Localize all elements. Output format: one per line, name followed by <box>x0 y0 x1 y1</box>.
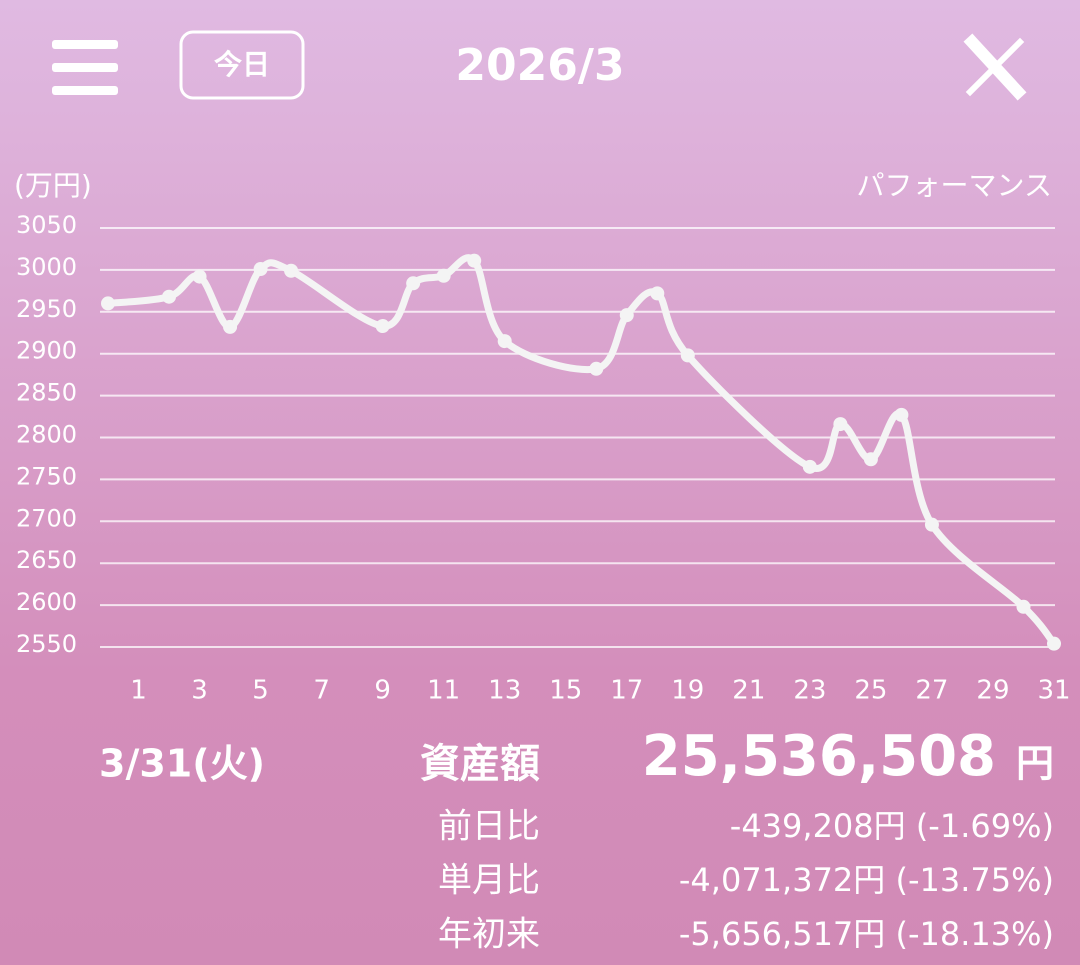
row-label: 単月比 <box>438 861 540 901</box>
point <box>467 253 482 268</box>
point <box>375 319 390 334</box>
x-tick-label: 1 <box>130 676 147 706</box>
point <box>284 263 299 278</box>
x-tick-label: 15 <box>549 676 582 706</box>
x-tick-label: 21 <box>732 676 765 706</box>
row-value: -5,656,517円 (-18.13%) <box>679 915 1054 953</box>
y-tick-label: 2950 <box>16 295 77 323</box>
x-tick-label: 17 <box>610 676 643 706</box>
month-title: 2026/3 <box>455 40 624 91</box>
asset-amount: 25,536,508 <box>642 724 996 789</box>
point <box>406 276 421 291</box>
today-button-label[interactable]: 今日 <box>214 48 270 81</box>
y-tick-label: 3000 <box>16 253 77 281</box>
point <box>863 452 878 467</box>
point <box>894 407 909 422</box>
point <box>833 417 848 432</box>
point <box>1016 599 1031 614</box>
x-tick-label: 25 <box>854 676 887 706</box>
today-button[interactable] <box>179 30 305 100</box>
point <box>223 319 238 334</box>
asset-unit: 円 <box>1016 742 1054 786</box>
row-value: -439,208円 (-1.69%) <box>730 807 1054 845</box>
y-unit: (万円) <box>14 169 92 202</box>
x-tick-label: 9 <box>374 676 391 706</box>
point <box>802 459 817 474</box>
plot: 2550 2600 2650 2700 2750 2800 2850 2900 2950 3000… <box>16 211 1071 706</box>
row-value: -4,071,372円 (-13.75%) <box>679 861 1054 899</box>
x-tick-label: 7 <box>313 676 330 706</box>
date: 3/31(火) <box>99 742 265 786</box>
y-tick-label: 2650 <box>16 546 77 574</box>
x-tick-label: 31 <box>1037 676 1070 706</box>
summary-rows: 前日比 -439,208円 (-1.69%) 単月比 -4,071,372円 (-13… <box>438 807 1054 955</box>
point <box>253 262 268 277</box>
x-tick-label: 29 <box>976 676 1009 706</box>
point <box>436 268 451 283</box>
point <box>650 286 665 301</box>
point <box>589 361 604 376</box>
mode-label[interactable]: パフォーマンス <box>857 169 1052 202</box>
point <box>162 289 177 304</box>
y-tick-label: 3050 <box>16 211 77 239</box>
y-tick-label: 2800 <box>16 421 77 449</box>
x-tick-label: 13 <box>488 676 521 706</box>
x-logo[interactable] <box>963 33 1027 101</box>
row-label: 前日比 <box>438 807 540 847</box>
x-tick-label: 11 <box>427 676 460 706</box>
row-label: 年初来 <box>438 915 540 955</box>
point <box>101 296 115 311</box>
x-tick-label: 3 <box>191 676 208 706</box>
x-tick-label: 27 <box>915 676 948 706</box>
asset-label: 資産額 <box>420 741 540 787</box>
point <box>619 308 634 323</box>
y-tick-label: 2700 <box>16 504 77 532</box>
x-tick-label: 19 <box>671 676 704 706</box>
point <box>1047 636 1061 651</box>
y-tick-label: 2600 <box>16 588 77 616</box>
y-tick-label: 2900 <box>16 337 77 365</box>
point <box>924 517 939 532</box>
point <box>192 269 207 284</box>
y-tick-label: 2550 <box>16 630 77 658</box>
y-tick-label: 2750 <box>16 462 77 490</box>
x-tick-label: 5 <box>252 676 269 706</box>
menu-icon[interactable] <box>52 40 118 95</box>
x-tick-label: 23 <box>793 676 826 706</box>
line <box>107 254 1057 646</box>
point <box>680 348 695 363</box>
point <box>497 334 512 349</box>
y-tick-label: 2850 <box>16 379 77 407</box>
